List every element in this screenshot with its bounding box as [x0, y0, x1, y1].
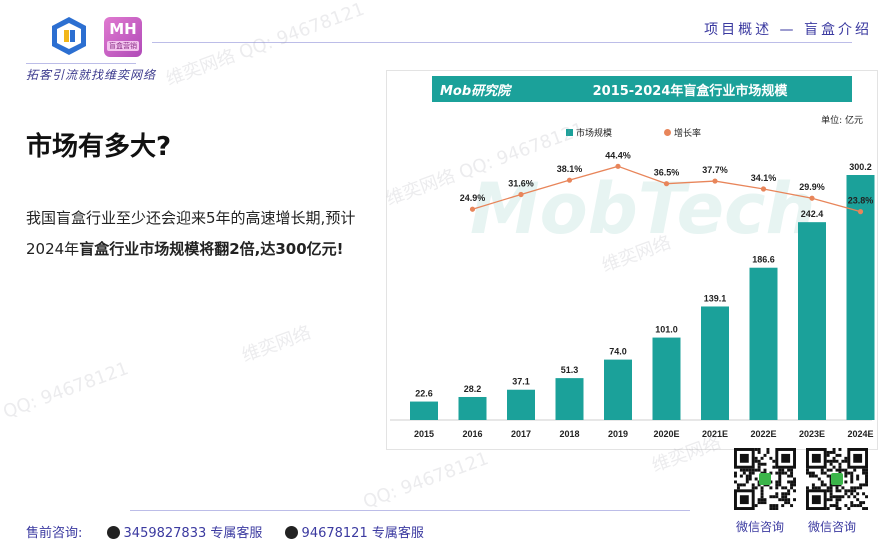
legend-bar-swatch [566, 129, 573, 136]
legend-line: 增长率 [664, 126, 701, 139]
x-tick-label: 2023E [799, 429, 825, 439]
bar [749, 267, 778, 420]
watermark-text: QQ: 94678121 [360, 448, 492, 513]
x-tick-label: 2016 [462, 429, 482, 439]
watermark-text: 维奕网络 QQ: 94678121 [163, 0, 368, 91]
chart-watermark: MobTech [470, 168, 816, 250]
growth-point [518, 191, 524, 198]
growth-point [469, 206, 476, 212]
watermark-text: 维奕网络 [239, 322, 314, 367]
tagline: 拓客引流就找维奕网络 [26, 68, 157, 82]
bar [652, 337, 681, 420]
x-tick-label: 2015 [414, 429, 434, 439]
bar [798, 222, 826, 420]
qq-icon [284, 526, 298, 539]
legend-line-swatch [664, 129, 671, 136]
bar [507, 389, 535, 420]
x-tick-label: 2022E [750, 429, 776, 439]
bar-value-label: 300.2 [849, 162, 872, 172]
legend-bar: 市场规模 [566, 126, 612, 139]
growth-point [809, 195, 815, 201]
footer-contacts: 售前咨询: 3459827833 专属客服 94678121 专属客服 [26, 522, 424, 541]
bar-value-label: 186.6 [752, 255, 775, 265]
qr-caption-1: 微信咨询 [736, 520, 785, 534]
chart-unit: 单位: 亿元 [821, 116, 863, 126]
x-tick-label: 2019 [608, 429, 628, 439]
brand-logo-icon [50, 16, 88, 56]
bar-value-label: 28.2 [464, 384, 482, 394]
x-tick-label: 2021E [702, 429, 728, 439]
chart-header-bar [432, 76, 852, 102]
x-tick-label: 2017 [511, 429, 531, 439]
contact-role-2: 专属客服 [371, 526, 424, 541]
growth-label: 36.5% [654, 168, 680, 178]
page-heading: 市场有多大? [26, 132, 172, 162]
qr-code-1-icon [734, 448, 796, 512]
bar [846, 175, 875, 420]
legend-line-label: 增长率 [674, 129, 702, 139]
bar [410, 401, 438, 420]
logo2-caption: 盲盒营销 [107, 41, 139, 51]
tagline-divider [26, 63, 136, 64]
logo2-mark: MH [109, 20, 137, 38]
growth-label: 29.9% [799, 182, 825, 192]
growth-point [566, 177, 573, 183]
footer-divider [130, 510, 690, 511]
contact-role-1: 专属客服 [210, 526, 263, 541]
bar [458, 396, 487, 420]
growth-label: 31.6% [508, 178, 534, 188]
growth-point [615, 163, 621, 169]
bar-value-label: 22.6 [415, 389, 433, 399]
qr-code-2-icon [806, 448, 868, 512]
contact-number-2[interactable]: 94678121 [301, 526, 368, 541]
header-divider [152, 42, 852, 43]
description-bold: 盲盒行业市场规模将翻2倍,达300亿元! [79, 240, 344, 258]
qr-caption-2: 微信咨询 [808, 520, 857, 534]
growth-label: 24.9% [460, 193, 486, 203]
blindbox-logo-icon: MH 盲盒营销 [104, 17, 142, 57]
bar-value-label: 101.0 [655, 325, 678, 335]
growth-point [712, 178, 718, 184]
legend-bar-label: 市场规模 [576, 129, 613, 139]
bar [604, 359, 632, 420]
watermark-text: QQ: 94678121 [0, 358, 132, 423]
bar-value-label: 51.3 [561, 365, 579, 375]
bar [701, 306, 729, 420]
x-tick-label: 2024E [847, 429, 873, 439]
growth-point [663, 181, 670, 187]
description: 我国盲盒行业至少还会迎来5年的高速增长期,预计2024年盲盒行业市场规模将翻2倍… [26, 203, 366, 265]
bar-value-label: 139.1 [704, 293, 727, 303]
growth-point [857, 209, 864, 215]
growth-label: 23.8% [848, 196, 874, 206]
qq-icon [106, 526, 120, 539]
chart-title: 2015-2024年盲盒行业市场规模 [592, 84, 788, 99]
section-title: 项目概述 — 盲盒介绍 [704, 22, 872, 38]
growth-label: 37.7% [702, 165, 728, 175]
description-normal: 我国盲盒行业至少还会迎来5年的高速增长期,预计2024年 [26, 209, 356, 258]
market-size-chart: 22.6 2015 28.2 2016 37.1 2017 51.3 2018 74.0 2019… [390, 150, 875, 439]
contact-number-1[interactable]: 3459827833 [123, 526, 207, 541]
growth-label: 44.4% [605, 150, 631, 160]
bar-value-label: 242.4 [801, 209, 824, 219]
x-tick-label: 2020E [653, 429, 679, 439]
bar [555, 378, 584, 420]
footer-label: 售前咨询: [26, 526, 83, 541]
growth-label: 34.1% [751, 173, 777, 183]
mob-logo: Mob研究院 [440, 84, 511, 99]
growth-point [760, 186, 767, 192]
bar-value-label: 37.1 [512, 377, 530, 387]
bar-value-label: 74.0 [609, 347, 627, 357]
growth-label: 38.1% [557, 164, 583, 174]
x-tick-label: 2018 [559, 429, 579, 439]
